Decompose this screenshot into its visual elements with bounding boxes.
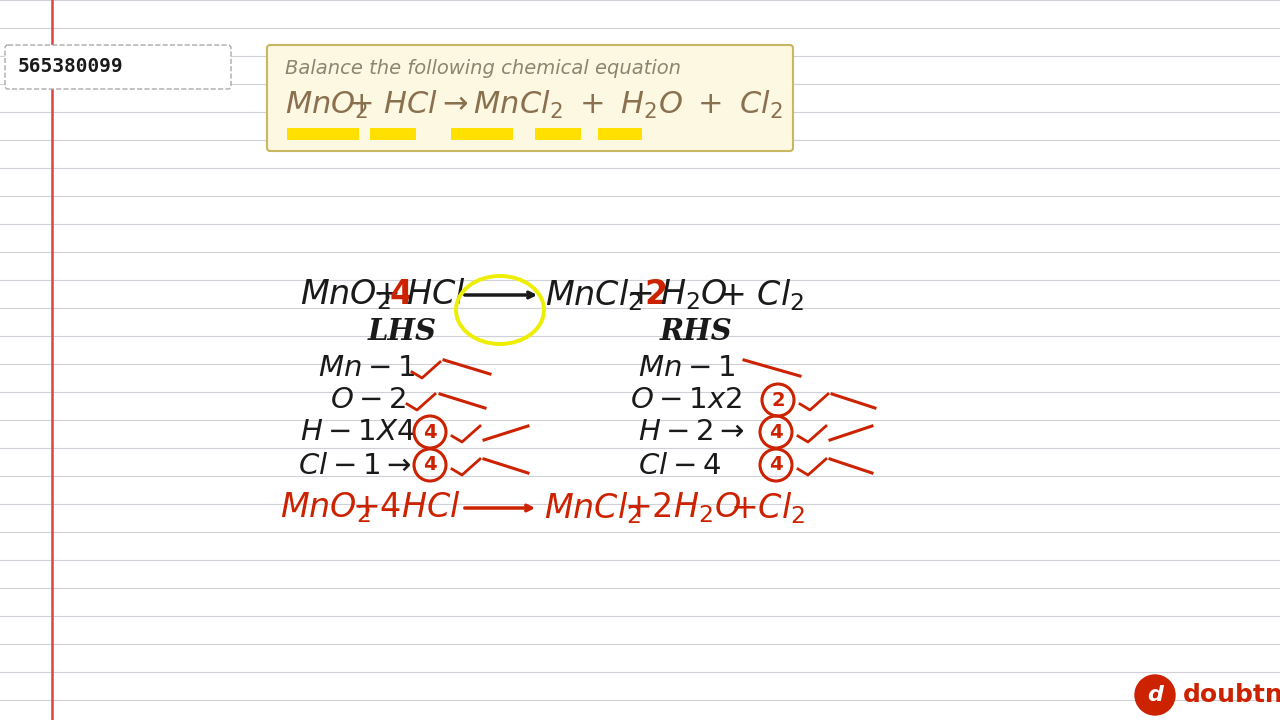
Text: $+ \ \mathit{Cl_2}$: $+ \ \mathit{Cl_2}$ <box>718 277 804 313</box>
Text: $\mathit{MnO_2}$: $\mathit{MnO_2}$ <box>285 89 369 120</box>
Text: 2: 2 <box>644 279 667 312</box>
Text: $\mathit{+4HCl}$: $\mathit{+4HCl}$ <box>352 492 461 524</box>
Text: 4: 4 <box>769 423 783 441</box>
Text: +: + <box>626 279 654 312</box>
Text: $\mathit{MnO_2}$: $\mathit{MnO_2}$ <box>300 278 390 312</box>
Text: $\mathit{+ \ HCl \rightarrow MnCl_2 \ + \ H_2O \ + \ Cl_2}$: $\mathit{+ \ HCl \rightarrow MnCl_2 \ + … <box>348 89 782 121</box>
Text: $\mathit{Cl - 1 \rightarrow}$: $\mathit{Cl - 1 \rightarrow}$ <box>298 451 411 480</box>
Text: $\mathit{+ Cl_2}$: $\mathit{+ Cl_2}$ <box>730 490 805 526</box>
Text: $\mathit{Mn - 1}$: $\mathit{Mn - 1}$ <box>317 354 415 382</box>
Text: d: d <box>1147 685 1164 705</box>
Text: Balance the following chemical equation: Balance the following chemical equation <box>285 58 681 78</box>
Text: 4: 4 <box>390 279 413 312</box>
Text: 4: 4 <box>769 456 783 474</box>
Text: 565380099: 565380099 <box>18 58 124 76</box>
Bar <box>535 128 581 140</box>
Bar <box>598 128 643 140</box>
Text: RHS: RHS <box>660 318 732 346</box>
Text: $\mathit{Mn - 1}$: $\mathit{Mn - 1}$ <box>637 354 735 382</box>
Text: 4: 4 <box>424 423 436 441</box>
Text: $\mathit{H - 1X4}$: $\mathit{H - 1X4}$ <box>300 418 415 446</box>
Text: $\mathit{H - 2 \rightarrow}$: $\mathit{H - 2 \rightarrow}$ <box>637 418 745 446</box>
Text: $\mathit{MnCl_2}$: $\mathit{MnCl_2}$ <box>544 490 641 526</box>
Circle shape <box>1135 675 1175 715</box>
Bar <box>451 128 513 140</box>
Text: $\mathit{H_2O}$: $\mathit{H_2O}$ <box>660 278 728 312</box>
Text: $\mathit{MnCl_2}$: $\mathit{MnCl_2}$ <box>545 277 643 313</box>
Text: $\mathit{O - 2}$: $\mathit{O - 2}$ <box>330 385 406 415</box>
Bar <box>370 128 416 140</box>
Text: $\mathit{+ 2H_2O}$: $\mathit{+ 2H_2O}$ <box>625 490 741 526</box>
Text: +: + <box>372 279 399 312</box>
Text: LHS: LHS <box>369 318 436 346</box>
Text: 4: 4 <box>424 456 436 474</box>
Text: $\mathit{MnO_2}$: $\mathit{MnO_2}$ <box>280 490 371 526</box>
Bar <box>287 128 358 140</box>
Text: 2: 2 <box>771 390 785 410</box>
Text: $\mathit{O - 1 x 2}$: $\mathit{O - 1 x 2}$ <box>630 385 742 415</box>
Text: doubtnut: doubtnut <box>1183 683 1280 707</box>
FancyBboxPatch shape <box>268 45 794 151</box>
FancyBboxPatch shape <box>5 45 230 89</box>
Text: $\mathit{Cl - 4}$: $\mathit{Cl - 4}$ <box>637 451 721 480</box>
Text: $\mathit{HCl}$: $\mathit{HCl}$ <box>406 279 466 311</box>
